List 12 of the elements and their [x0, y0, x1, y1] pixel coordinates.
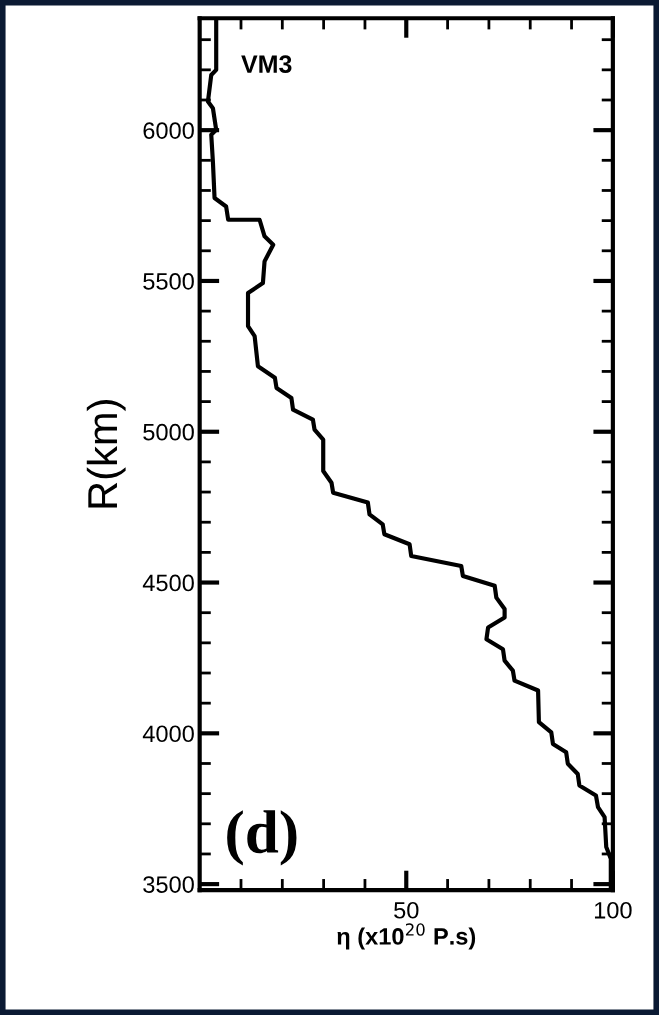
y-tick-label: 3500 [143, 876, 194, 893]
annotation: VM3 [241, 55, 292, 73]
y-tick-label: 4000 [142, 725, 194, 743]
x-axis-title: η (x10$^{20}$ P.s) [337, 923, 476, 950]
y-tick-label: 5500 [143, 273, 194, 290]
x-tick-label: 100 [594, 901, 632, 919]
y-tick-label: 4500 [142, 574, 194, 592]
annotation: (d) [227, 810, 297, 866]
x-tick-label: 50 [394, 901, 419, 919]
y-tick-label: 6000 [143, 122, 194, 139]
y-tick-label: 5000 [143, 423, 194, 441]
y-axis-title: R(km) [86, 400, 126, 508]
